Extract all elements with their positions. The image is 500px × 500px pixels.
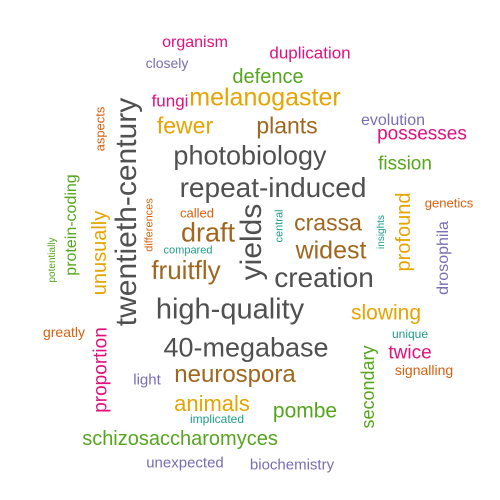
word-biochemistry: biochemistry: [249, 456, 335, 474]
word-fewer: fewer: [156, 112, 214, 139]
word-greatly: greatly: [42, 324, 86, 340]
word-unique: unique: [391, 327, 429, 341]
word-insights: insights: [376, 215, 387, 249]
word-central: central: [273, 209, 286, 243]
word-fruitfly: fruitfly: [151, 255, 221, 285]
word-called: called: [180, 205, 214, 221]
word-widest: widest: [295, 236, 367, 265]
word-draft: draft: [180, 217, 236, 248]
word-implicated: implicated: [189, 412, 245, 426]
word-aspects: aspects: [92, 106, 108, 152]
word-closely: closely: [145, 55, 189, 71]
word-crassa: crassa: [294, 209, 362, 236]
word-proportion: proportion: [90, 327, 112, 413]
word-yields: yields: [235, 203, 268, 281]
word-plants: plants: [256, 112, 318, 139]
word-drosophila: drosophila: [435, 221, 452, 295]
word-melanogaster: melanogaster: [189, 83, 341, 112]
word-animals: animals: [174, 391, 250, 416]
word-unexpected: unexpected: [146, 454, 224, 472]
word-light: light: [133, 371, 161, 389]
word-evolution: evolution: [360, 112, 426, 129]
word-slowing: slowing: [350, 301, 422, 325]
word-secondary: secondary: [358, 345, 378, 429]
word-neurospora: neurospora: [174, 361, 296, 388]
word-high-quality: high-quality: [155, 293, 305, 326]
word-genetics: genetics: [424, 195, 474, 211]
word-organism: organism: [162, 34, 228, 51]
word-repeat-induced: repeat-induced: [179, 172, 367, 203]
word-schizosaccharomyces: schizosaccharomyces: [82, 428, 278, 450]
word-twentieth-century: twentieth-century: [110, 97, 143, 327]
word-40-megabase: 40-megabase: [163, 332, 329, 363]
word-creation: creation: [274, 262, 374, 293]
word-signalling: signalling: [394, 362, 454, 378]
word-pombe: pombe: [272, 399, 338, 423]
word-possesses: possesses: [377, 123, 467, 145]
word-fungi: fungi: [151, 91, 189, 111]
word-differences: differences: [143, 198, 156, 252]
word-potentially: potentially: [47, 237, 58, 283]
word-compared: compared: [163, 244, 213, 257]
word-profound: profound: [393, 192, 415, 272]
word-twice: twice: [388, 342, 432, 364]
word-duplication: duplication: [269, 43, 351, 63]
word-defence: defence: [232, 66, 304, 88]
word-protein-coding: protein-coding: [63, 174, 80, 276]
word-unusually: unusually: [89, 210, 111, 296]
word-fission: fission: [378, 153, 432, 175]
word-photobiology: photobiology: [173, 140, 327, 171]
